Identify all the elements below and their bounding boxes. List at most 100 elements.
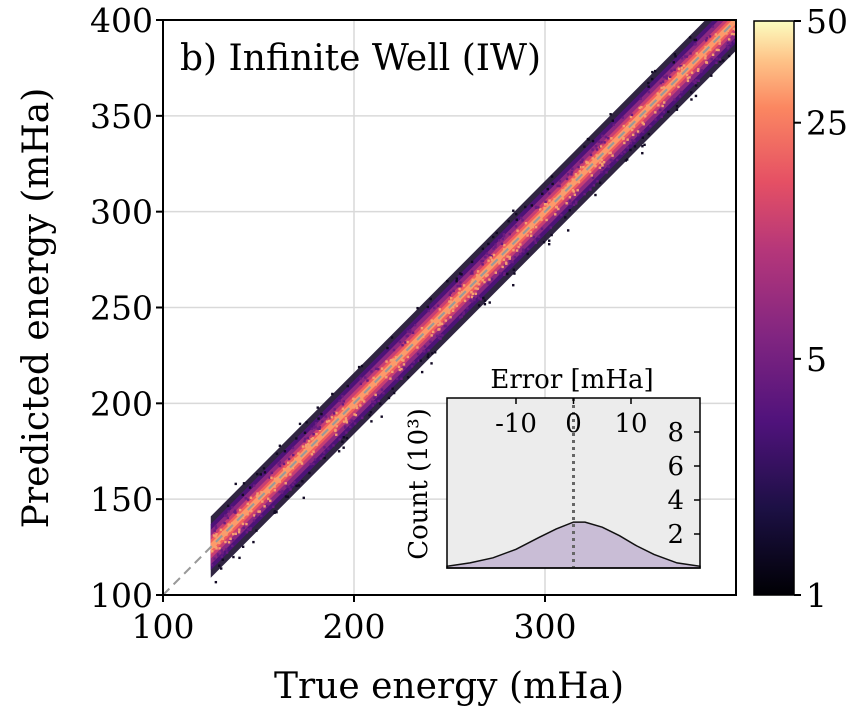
density-speckle (621, 116, 624, 119)
inset-y-tick-label: 4 (667, 486, 684, 516)
density-speckle (596, 180, 599, 183)
density-speckle (747, 24, 749, 26)
density-speckle (249, 528, 252, 532)
density-speckle (570, 173, 573, 176)
density-speckle (474, 292, 478, 296)
density-speckle (470, 285, 474, 289)
density-speckle (710, 74, 713, 77)
density-speckle (291, 483, 294, 486)
density-speckle (476, 270, 480, 273)
density-speckle (578, 170, 582, 173)
density-speckle (549, 226, 552, 229)
density-speckle (717, 48, 720, 52)
density-speckle (257, 495, 260, 498)
density-speckle (272, 505, 275, 509)
density-speckle (430, 334, 433, 337)
density-speckle (236, 513, 240, 517)
inset-error-histogram: -10 0 10 2 4 6 8 Error [mHa] Count (10³) (404, 365, 701, 569)
density-speckle (377, 367, 380, 371)
colorbar-tick-label: 25 (806, 104, 848, 143)
density-speckle (545, 203, 549, 206)
density-speckle (609, 158, 613, 162)
density-speckle (258, 510, 261, 513)
density-speckle (357, 365, 361, 369)
density-speckle (385, 376, 388, 379)
density-speckle (285, 485, 289, 488)
density-speckle (754, 15, 756, 17)
density-speckle (551, 182, 554, 186)
density-speckle (745, 24, 747, 26)
density-speckle (577, 180, 581, 184)
density-speckle (740, 32, 742, 34)
density-speckle (318, 426, 322, 429)
density-speckle (227, 523, 230, 526)
density-speckle (522, 248, 525, 251)
density-speckle (556, 184, 559, 188)
density-speckle (344, 426, 347, 429)
density-speckle (688, 76, 691, 79)
colorbar-ticks: 1 5 25 50 (794, 2, 848, 615)
density-speckle (566, 173, 570, 176)
density-speckle (417, 359, 421, 362)
density-speckle (391, 370, 394, 374)
density-speckle (711, 25, 715, 28)
density-speckle (430, 362, 433, 365)
density-speckle (349, 425, 352, 429)
density-speckle (348, 422, 352, 425)
density-speckle (696, 69, 700, 73)
density-speckle (471, 300, 474, 303)
density-speckle (227, 541, 231, 544)
density-speckle (310, 438, 313, 441)
density-speckle (391, 387, 394, 390)
density-speckle (718, 58, 721, 61)
density-speckle (663, 101, 666, 104)
density-speckle (457, 291, 461, 295)
density-speckle (479, 298, 483, 301)
density-speckle (263, 471, 267, 474)
density-speckle (234, 482, 237, 486)
density-speckle (458, 272, 462, 275)
density-speckle (382, 391, 385, 395)
density-speckle (554, 213, 557, 216)
density-speckle (489, 256, 492, 259)
density-speckle (481, 247, 485, 250)
density-speckle (502, 258, 506, 261)
density-speckle (530, 204, 534, 207)
density-speckle (462, 284, 466, 287)
density-speckle (512, 283, 515, 287)
density-speckle (637, 133, 640, 137)
density-speckle (680, 57, 684, 60)
density-speckle (359, 377, 362, 380)
density-speckle (212, 534, 216, 537)
density-speckle (657, 104, 660, 107)
density-speckle (311, 437, 315, 440)
density-speckle (555, 205, 558, 209)
density-speckle (625, 158, 629, 161)
density-speckle (512, 249, 515, 252)
density-speckle (374, 367, 378, 370)
density-speckle (612, 123, 615, 126)
density-speckle (492, 247, 495, 250)
density-speckle (423, 345, 427, 348)
density-speckle (595, 154, 598, 157)
density-speckle (246, 498, 250, 501)
inset-x-tick-label: -10 (495, 409, 537, 439)
density-speckle (686, 79, 690, 83)
density-speckle (233, 510, 236, 514)
density-speckle (568, 195, 572, 199)
density-speckle (597, 140, 600, 143)
density-speckle (472, 296, 476, 300)
density-speckle (639, 97, 642, 101)
density-speckle (629, 148, 632, 152)
density-speckle (398, 368, 401, 372)
density-speckle (575, 202, 578, 205)
density-speckle (630, 139, 634, 142)
density-speckle (305, 443, 308, 447)
x-tick-label: 300 (514, 607, 577, 646)
density-speckle (406, 355, 410, 359)
density-speckle (241, 516, 245, 520)
density-speckle (455, 277, 459, 280)
density-speckle (690, 98, 693, 101)
density-speckle (260, 514, 263, 518)
